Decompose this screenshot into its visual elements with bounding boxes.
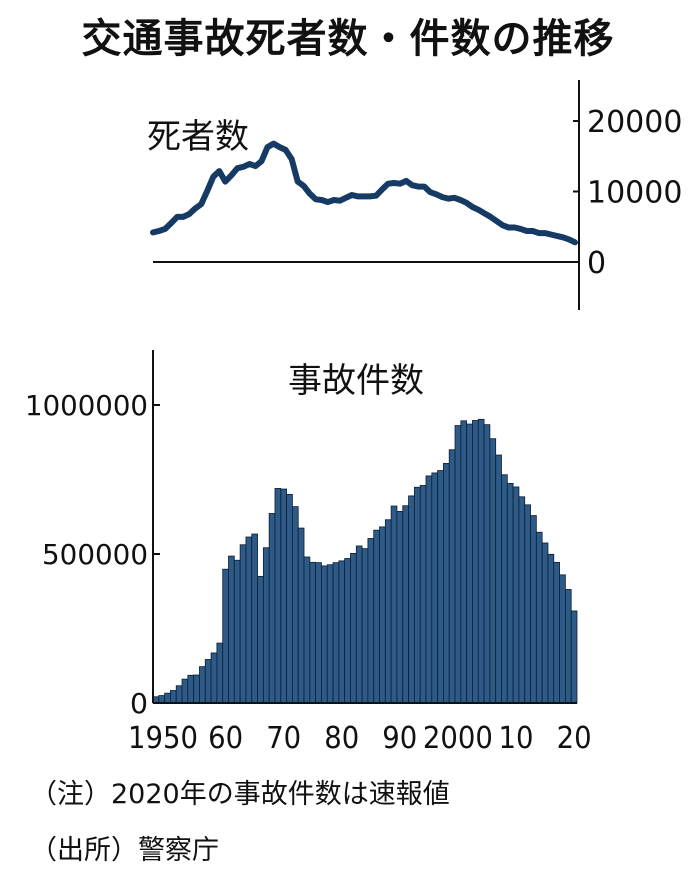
accidents-bar: [535, 531, 543, 704]
accidents-bar: [413, 486, 421, 704]
accidents-bar: [570, 610, 578, 704]
accidents-x-tick-label: 20: [557, 721, 592, 756]
accidents-bar: [466, 423, 473, 704]
accidents-bar: [408, 495, 415, 704]
accidents-bar: [181, 678, 189, 704]
accidents-bar: [361, 548, 369, 704]
accidents-bar: [251, 533, 258, 704]
accidents-x-tick-label: 60: [208, 721, 243, 756]
accidents-bar: [193, 674, 200, 704]
accidents-bar: [321, 565, 328, 704]
accidents-bar: [355, 545, 363, 704]
accidents-bar: [233, 559, 241, 704]
accidents-bar: [367, 538, 375, 704]
accidents-x-tick-label: 10: [499, 721, 534, 756]
accidents-bar: [396, 510, 404, 704]
accidents-bar: [564, 589, 572, 704]
accidents-bar: [222, 568, 229, 704]
page-title: 交通事故死者数・件数の推移: [81, 16, 615, 62]
accidents-x-tick-label: 2000: [423, 721, 493, 756]
accidents-bar: [338, 560, 346, 704]
accidents-bar: [448, 449, 456, 704]
accidents-bar: [286, 493, 293, 704]
accidents-y-tick-label: 1000000: [25, 389, 148, 422]
accidents-bar: [175, 685, 183, 704]
accidents-bar: [344, 558, 351, 704]
accidents-bar: [512, 486, 520, 704]
accidents-bar: [518, 496, 526, 704]
accidents-bar: [239, 544, 247, 704]
accidents-y-tick-label: 0: [130, 687, 148, 720]
accidents-bar: [204, 659, 212, 704]
accidents-bar: [472, 420, 479, 704]
accidents-bar: [268, 513, 276, 704]
accidents-bar: [443, 463, 450, 704]
accidents-bar: [477, 418, 485, 704]
accidents-x-tick-label: 1950: [128, 721, 198, 756]
accidents-x-tick-label: 90: [382, 721, 417, 756]
accidents-bar: [262, 547, 270, 704]
accidents-bar: [524, 504, 531, 704]
deaths-y-tick-label: 0: [587, 246, 606, 281]
accidents-bar: [315, 562, 322, 704]
accidents-bar: [483, 424, 491, 704]
accidents-bar: [245, 536, 253, 704]
deaths-y-tick-label: 20000: [587, 105, 682, 140]
accidents-bar: [216, 642, 224, 704]
accidents-bar: [274, 488, 282, 704]
accidents-bar: [187, 674, 195, 704]
accidents-bar: [559, 574, 566, 704]
accidents-bar: [402, 505, 409, 704]
accidents-y-tick-label: 500000: [42, 538, 148, 571]
deaths-y-tick-label: 10000: [587, 176, 682, 211]
accidents-bar: [297, 527, 305, 704]
accidents-chart-title: 事故件数: [288, 361, 424, 401]
accidents-bar: [210, 652, 218, 704]
accidents-bar: [332, 562, 340, 704]
accidents-bar: [199, 666, 206, 704]
accidents-bar: [553, 561, 560, 704]
accidents-bar: [541, 542, 549, 704]
accidents-bar: [291, 506, 299, 704]
accidents-bar: [425, 475, 433, 704]
accidents-bar: [501, 474, 508, 704]
deaths-line-chart: 死者数 20000 10000 0: [147, 80, 682, 310]
accidents-bar: [437, 470, 444, 704]
accidents-bar: [280, 488, 287, 704]
accidents-bar: [164, 692, 171, 704]
accidents-bar: [419, 485, 427, 704]
accidents-bar: [495, 454, 502, 704]
source-note: （出所）警察庁: [30, 835, 219, 866]
accidents-bar: [530, 515, 537, 704]
accidents-bar: [309, 561, 317, 704]
deaths-series-line: [150, 140, 578, 246]
accidents-bar: [257, 575, 264, 704]
deaths-chart-title: 死者数: [147, 117, 249, 157]
accidents-bar: [489, 438, 497, 704]
accidents-bar: [384, 519, 392, 704]
accidents-bar: [547, 553, 555, 704]
accidents-x-tick-label: 70: [266, 721, 301, 756]
accidents-bar: [431, 472, 439, 704]
accidents-bar: [379, 526, 386, 704]
accidents-bar: [454, 425, 462, 704]
accidents-bar: [158, 695, 166, 704]
accidents-bar: [460, 420, 468, 704]
accidents-bar: [506, 482, 514, 704]
accidents-bar: [390, 505, 398, 704]
footnote: （注）2020年の事故件数は速報値: [30, 779, 450, 810]
accidents-bar: [170, 690, 177, 704]
accidents-bar: [326, 564, 334, 704]
accidents-bar: [373, 529, 380, 704]
accidents-bar: [350, 553, 357, 704]
accidents-bar: [228, 555, 235, 704]
accidents-bar: [303, 556, 311, 704]
accidents-x-tick-label: 80: [324, 721, 359, 756]
